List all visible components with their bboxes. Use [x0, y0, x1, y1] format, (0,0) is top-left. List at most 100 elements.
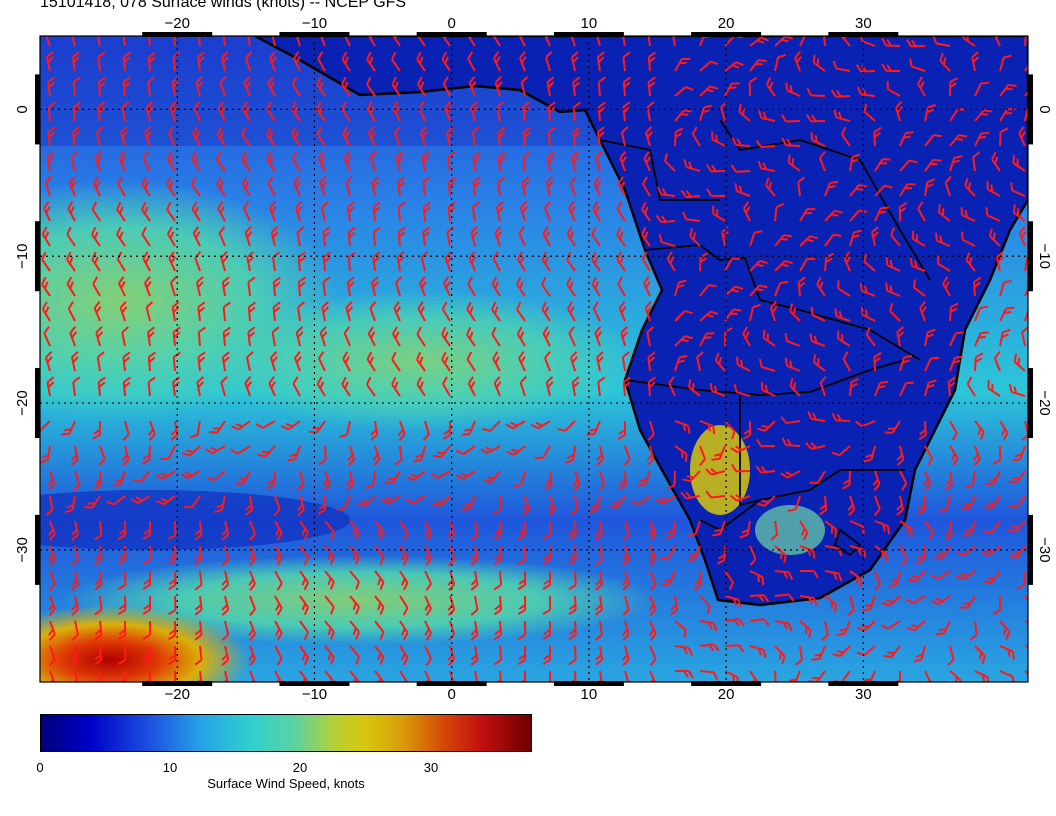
- wind-barb: [570, 351, 578, 372]
- wind-barb: [874, 520, 891, 535]
- wind-barb: [147, 420, 156, 441]
- wind-barb: [221, 351, 230, 372]
- wind-barb: [812, 54, 826, 72]
- wind-barb: [218, 226, 226, 247]
- wind-barb: [774, 36, 794, 47]
- wind-barb: [84, 495, 101, 509]
- wind-barb: [316, 101, 326, 122]
- wind-barb: [442, 420, 452, 440]
- wind-barb: [992, 595, 1002, 615]
- wind-barb: [424, 645, 432, 666]
- wind-barb: [670, 595, 679, 616]
- wind-barb: [641, 226, 651, 247]
- wind-barb: [937, 255, 951, 272]
- wind-barb: [883, 645, 901, 658]
- wind-barb: [749, 59, 767, 72]
- wind-barb: [365, 470, 376, 489]
- lon-tick-bottom: [416, 681, 487, 686]
- wind-barb: [641, 251, 651, 272]
- lon-tick-bottom: [142, 681, 213, 686]
- wind-barb: [397, 176, 406, 197]
- wind-barb: [147, 376, 156, 397]
- wind-barb: [48, 595, 56, 616]
- wind-barb: [568, 595, 577, 616]
- wind-barb: [420, 251, 429, 272]
- wind-barb: [668, 376, 676, 397]
- wind-barb: [291, 76, 301, 97]
- wind-barb: [944, 176, 952, 197]
- wind-barb: [666, 251, 676, 272]
- wind-barb: [999, 645, 1015, 660]
- lon-label-bottom: 0: [447, 686, 455, 700]
- wind-barb: [917, 76, 926, 97]
- wind-barb: [545, 176, 554, 197]
- wind-barb: [674, 669, 694, 679]
- wind-barb: [924, 328, 936, 347]
- wind-map[interactable]: −20 −20 −10 −10 0 0 10 10 20 20 30 30 0 0 −10 −10 −20 −20…: [0, 0, 1056, 700]
- wind-barb: [122, 420, 130, 441]
- wind-barb: [947, 645, 955, 666]
- wind-barb: [964, 177, 976, 197]
- lon-tick-bottom: [553, 681, 624, 686]
- wind-barb: [620, 326, 629, 347]
- wind-barb: [595, 595, 604, 616]
- wind-barb: [597, 376, 606, 397]
- wind-barb: [466, 326, 476, 347]
- wind-barb: [343, 326, 351, 347]
- wind-barb: [906, 620, 926, 632]
- wind-barb: [324, 520, 335, 540]
- wind-barb: [221, 620, 230, 641]
- wind-barb: [837, 330, 851, 347]
- wind-barb: [392, 326, 401, 347]
- wind-barb: [397, 201, 406, 222]
- wind-barb: [467, 276, 476, 297]
- wind-barb: [394, 445, 403, 466]
- wind-barb: [872, 470, 881, 491]
- wind-barb: [896, 326, 905, 347]
- wind-barb: [122, 351, 131, 372]
- wind-barb: [116, 201, 126, 222]
- wind-barb: [171, 76, 180, 97]
- wind-barb: [366, 76, 376, 97]
- wind-barb: [696, 351, 704, 372]
- wind-barb: [241, 176, 251, 197]
- wind-barb: [699, 670, 719, 681]
- wind-barb: [724, 82, 740, 97]
- wind-barb: [399, 620, 409, 641]
- wind-barb: [316, 126, 326, 147]
- wind-barb: [47, 101, 56, 122]
- wind-barb: [674, 620, 687, 639]
- wind-barb: [132, 470, 151, 483]
- wind-barb: [174, 670, 177, 682]
- wind-barb: [648, 545, 657, 566]
- wind-barb: [196, 51, 205, 72]
- wind-barb: [699, 420, 716, 435]
- wind-barb: [805, 113, 826, 123]
- wind-barb: [687, 520, 701, 537]
- wind-barb: [832, 645, 851, 658]
- wind-barb: [66, 276, 76, 297]
- wind-barb: [595, 670, 604, 682]
- wind-barb: [595, 545, 604, 566]
- wind-barb: [349, 595, 360, 615]
- wind-barb: [349, 545, 360, 565]
- wind-barb: [595, 570, 604, 591]
- wind-barb: [168, 520, 177, 541]
- wind-barb: [924, 158, 942, 172]
- wind-barb: [919, 301, 927, 322]
- wind-barb: [247, 276, 256, 297]
- wind-barbs: [40, 36, 1028, 682]
- wind-barb: [774, 620, 793, 632]
- wind-barb: [372, 445, 381, 466]
- wind-barb: [266, 470, 276, 490]
- wind-barb: [871, 226, 879, 247]
- wind-barb: [270, 351, 278, 372]
- wind-barb: [974, 645, 986, 664]
- wind-barb: [422, 420, 430, 441]
- wind-barb: [880, 620, 901, 630]
- wind-barb: [849, 153, 861, 172]
- wind-barb: [680, 491, 701, 500]
- wind-barb: [756, 495, 776, 507]
- wind-barb: [97, 76, 106, 97]
- wind-barb: [319, 176, 328, 197]
